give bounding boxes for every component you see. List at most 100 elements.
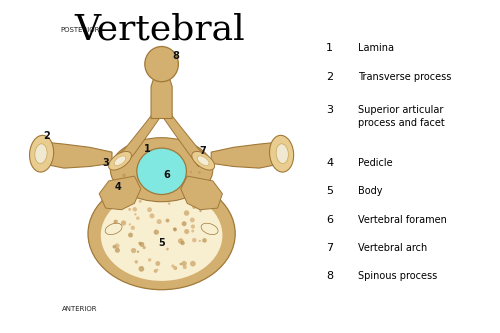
Ellipse shape xyxy=(114,156,126,166)
Text: Superior articular
process and facet: Superior articular process and facet xyxy=(358,105,444,128)
Text: 5: 5 xyxy=(326,186,333,196)
Text: POSTERIOR: POSTERIOR xyxy=(60,28,100,34)
Polygon shape xyxy=(181,176,222,210)
Circle shape xyxy=(128,208,131,211)
Text: Pedicle: Pedicle xyxy=(358,158,392,168)
Text: Transverse process: Transverse process xyxy=(358,72,451,82)
Ellipse shape xyxy=(270,135,293,172)
Circle shape xyxy=(192,205,196,209)
Text: 4: 4 xyxy=(115,182,122,192)
Ellipse shape xyxy=(276,144,288,164)
Text: 6: 6 xyxy=(326,215,333,225)
Text: 5: 5 xyxy=(158,238,165,248)
Text: Body: Body xyxy=(358,186,382,196)
Polygon shape xyxy=(99,176,141,210)
Circle shape xyxy=(128,232,133,237)
Text: Vertebral arch: Vertebral arch xyxy=(358,243,427,253)
Circle shape xyxy=(156,219,162,224)
Polygon shape xyxy=(109,111,162,166)
Circle shape xyxy=(115,248,120,253)
Ellipse shape xyxy=(30,135,54,172)
Circle shape xyxy=(157,198,160,202)
Polygon shape xyxy=(211,143,275,168)
Circle shape xyxy=(148,258,152,262)
Text: 1: 1 xyxy=(144,144,150,154)
Circle shape xyxy=(132,207,137,211)
Circle shape xyxy=(172,264,174,268)
Ellipse shape xyxy=(105,223,122,234)
Circle shape xyxy=(182,265,187,269)
Circle shape xyxy=(200,210,202,212)
Circle shape xyxy=(114,243,119,248)
Ellipse shape xyxy=(192,152,214,170)
Ellipse shape xyxy=(88,178,235,290)
Circle shape xyxy=(138,266,144,272)
Circle shape xyxy=(134,260,138,264)
Circle shape xyxy=(131,248,136,253)
Circle shape xyxy=(130,226,135,230)
Text: 8: 8 xyxy=(172,51,180,61)
Text: 3: 3 xyxy=(102,158,109,168)
Circle shape xyxy=(154,229,159,235)
Text: 4: 4 xyxy=(326,158,333,168)
Ellipse shape xyxy=(101,190,222,281)
Circle shape xyxy=(156,261,160,266)
Text: Spinous process: Spinous process xyxy=(358,271,437,281)
Circle shape xyxy=(121,220,126,225)
Circle shape xyxy=(154,269,158,273)
Circle shape xyxy=(168,202,170,205)
Ellipse shape xyxy=(145,47,178,82)
Polygon shape xyxy=(162,111,214,166)
Circle shape xyxy=(142,246,146,249)
Circle shape xyxy=(128,223,131,225)
Circle shape xyxy=(190,261,196,266)
Text: ANTERIOR: ANTERIOR xyxy=(62,306,98,312)
Circle shape xyxy=(180,241,185,245)
Circle shape xyxy=(147,207,152,212)
Circle shape xyxy=(173,227,177,231)
Circle shape xyxy=(112,245,116,249)
Circle shape xyxy=(138,200,142,203)
Circle shape xyxy=(190,217,194,222)
Circle shape xyxy=(140,242,144,247)
Ellipse shape xyxy=(201,223,218,234)
Text: 6: 6 xyxy=(163,169,170,179)
Polygon shape xyxy=(48,143,112,168)
Circle shape xyxy=(191,224,195,229)
Text: 7: 7 xyxy=(326,243,333,253)
Circle shape xyxy=(137,250,139,253)
Circle shape xyxy=(128,153,130,155)
Circle shape xyxy=(136,216,140,220)
Circle shape xyxy=(156,269,158,271)
Circle shape xyxy=(150,213,154,218)
Circle shape xyxy=(198,240,201,242)
Text: 2: 2 xyxy=(326,72,333,82)
Ellipse shape xyxy=(35,144,47,164)
Circle shape xyxy=(166,248,169,250)
Circle shape xyxy=(190,171,192,173)
Ellipse shape xyxy=(137,148,186,194)
Circle shape xyxy=(114,220,118,224)
Circle shape xyxy=(184,229,189,234)
Circle shape xyxy=(178,238,184,244)
Ellipse shape xyxy=(108,152,132,170)
Ellipse shape xyxy=(198,156,209,166)
Text: 3: 3 xyxy=(326,105,333,115)
Circle shape xyxy=(173,227,176,230)
Circle shape xyxy=(182,261,187,266)
Polygon shape xyxy=(151,74,172,119)
Circle shape xyxy=(182,221,186,226)
Circle shape xyxy=(198,171,201,174)
Circle shape xyxy=(134,213,136,215)
Text: 7: 7 xyxy=(200,146,206,156)
Circle shape xyxy=(202,238,207,243)
Circle shape xyxy=(122,173,126,177)
Text: 2: 2 xyxy=(43,131,50,141)
Text: Vertebral: Vertebral xyxy=(74,13,245,47)
Text: Lamina: Lamina xyxy=(358,43,394,53)
Circle shape xyxy=(184,210,190,216)
Circle shape xyxy=(180,263,182,265)
Text: Vertebral foramen: Vertebral foramen xyxy=(358,215,446,225)
Circle shape xyxy=(192,230,194,232)
Circle shape xyxy=(166,218,170,222)
